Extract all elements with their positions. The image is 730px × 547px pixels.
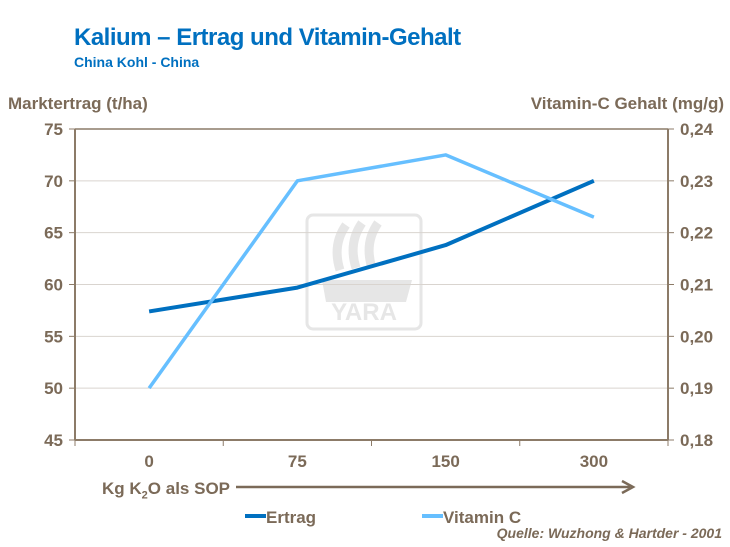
chart-subtitle: China Kohl - China	[74, 54, 200, 70]
tick-labels: 45 0,18 50 0,19 55 0,20 60 0,21 65 0,22 70 0,23 75 0,…	[44, 120, 714, 471]
y-axis-label: Marktertrag (t/ha)	[8, 94, 148, 113]
grid-lines	[75, 180, 668, 389]
legend-label-ertrag: Ertrag	[266, 508, 316, 527]
y2-tick-label: 0,18	[680, 431, 713, 450]
series-line-ertrag	[148, 178, 595, 314]
source-note: Quelle: Wuzhong & Hartder - 2001	[496, 525, 722, 541]
y-tick-label: 75	[44, 120, 63, 139]
x-tick-label: 150	[431, 452, 459, 471]
legend-label-vitamin-c: Vitamin C	[443, 508, 521, 527]
axes	[69, 128, 674, 446]
y2-tick-label: 0,23	[680, 172, 713, 191]
chart-title: Kalium – Ertrag und Vitamin-Gehalt	[74, 24, 461, 51]
series-line-vitamin-c	[147, 153, 595, 390]
x-label-pre: Kg K	[102, 479, 142, 498]
y-tick-label: 55	[44, 327, 63, 346]
svg-text:YARA: YARA	[331, 299, 397, 326]
legend: Ertrag Vitamin C	[245, 508, 521, 527]
x-label-post: O als SOP	[147, 479, 230, 498]
y2-tick-label: 0,24	[680, 120, 714, 139]
y-tick-label: 45	[44, 431, 63, 450]
y-tick-label: 60	[44, 276, 63, 295]
x-tick-label: 300	[580, 452, 608, 471]
x-axis-arrow	[236, 479, 636, 495]
yara-watermark-logo: YARA	[305, 213, 423, 331]
y-tick-label: 50	[44, 379, 63, 398]
x-label-sub: 2	[141, 489, 148, 502]
x-tick-label: 0	[144, 452, 153, 471]
x-tick-label: 75	[288, 452, 307, 471]
x-axis-label: Kg K2O als SOP	[102, 479, 230, 501]
y2-axis-label: Vitamin-C Gehalt (mg/g)	[530, 94, 724, 113]
y-tick-label: 70	[44, 172, 63, 191]
y2-tick-label: 0,21	[680, 276, 713, 295]
series-lines	[147, 153, 595, 390]
y2-tick-label: 0,20	[680, 327, 713, 346]
y-tick-label: 65	[44, 224, 63, 243]
y2-tick-label: 0,22	[680, 224, 713, 243]
y2-tick-label: 0,19	[680, 379, 713, 398]
